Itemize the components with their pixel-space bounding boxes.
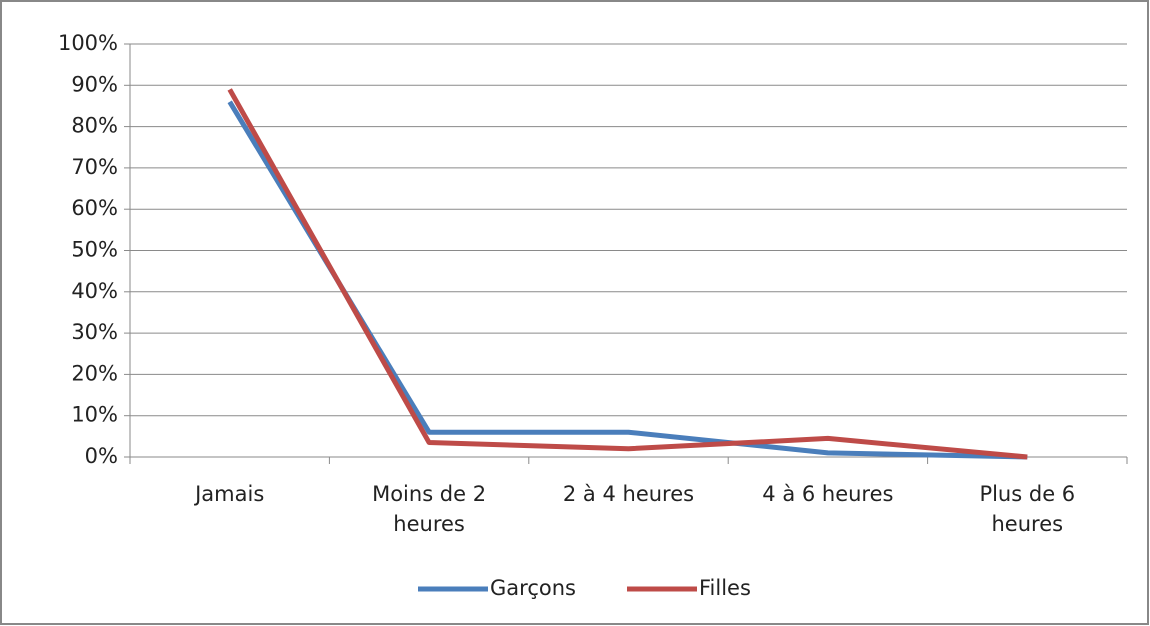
line-series [227, 88, 1028, 460]
y-tick-label: 10% [71, 403, 118, 427]
x-tick-label: 2 à 4 heures [562, 482, 695, 506]
legend-label: Garçons [490, 576, 576, 600]
y-tick-label: 100% [58, 31, 118, 55]
x-tick-label: Jamais [195, 482, 265, 506]
y-tick-label: 40% [71, 279, 118, 303]
y-tick-label: 50% [71, 238, 118, 262]
y-tick-label: 90% [71, 72, 118, 96]
y-tick-label: 30% [71, 320, 118, 344]
y-tick-label: 20% [71, 361, 118, 385]
y-tick-label: 60% [71, 196, 118, 220]
x-tick-label: 4 à 6 heures [762, 482, 894, 506]
legend-label: Filles [699, 576, 751, 600]
x-tick-label: Moins de 2 heures [372, 482, 487, 536]
y-tick-label: 80% [71, 114, 118, 138]
y-tick-label: 70% [71, 155, 118, 179]
x-tick-label: Plus de 6 heures [979, 482, 1076, 536]
y-tick-label: 0% [85, 444, 118, 468]
